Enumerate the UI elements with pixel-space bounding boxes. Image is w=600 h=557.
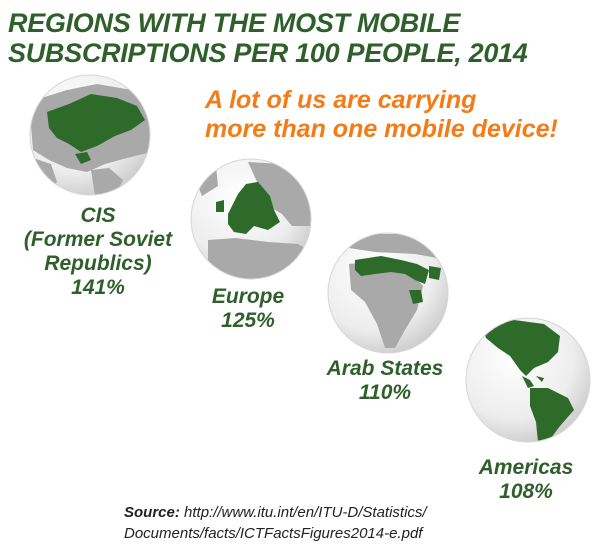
globe-americas-icon xyxy=(464,316,592,444)
source-url-line-1: http://www.itu.int/en/ITU-D/Statistics/ xyxy=(184,504,427,521)
title-line-2: SUBSCRIPTIONS PER 100 PEOPLE, 2014 xyxy=(8,38,528,68)
label-americas-name: Americas xyxy=(478,456,574,479)
label-cis-line-1: CIS xyxy=(80,204,116,227)
tagline-line-1: A lot of us are carrying xyxy=(205,86,477,114)
label-cis: CIS (Former Soviet Republics) 141% xyxy=(18,204,178,300)
source-citation: Source: http://www.itu.int/en/ITU-D/Stat… xyxy=(124,502,594,544)
label-americas: Americas 108% xyxy=(460,456,592,504)
globe-cis-icon xyxy=(27,72,153,198)
label-cis-value: 141% xyxy=(71,276,125,299)
globe-europe-icon xyxy=(188,156,314,282)
source-label: Source: xyxy=(124,504,180,521)
label-arab-states: Arab States 110% xyxy=(310,357,460,405)
tagline: A lot of us are carrying more than one m… xyxy=(205,86,595,144)
tagline-line-2: more than one mobile device! xyxy=(205,115,558,143)
globe-arab-states-icon xyxy=(325,230,451,356)
label-europe-value: 125% xyxy=(221,309,275,332)
label-europe-name: Europe xyxy=(211,285,285,308)
source-url-line-2: Documents/facts/ICTFactsFigures2014-e.pd… xyxy=(124,525,423,542)
label-arab-states-name: Arab States xyxy=(326,357,444,380)
label-cis-line-3: Republics) xyxy=(44,252,152,275)
label-europe: Europe 125% xyxy=(188,285,308,333)
label-arab-states-value: 110% xyxy=(358,381,412,404)
page-title: REGIONS WITH THE MOST MOBILE SUBSCRIPTIO… xyxy=(8,8,598,68)
label-americas-value: 108% xyxy=(499,480,553,503)
title-line-1: REGIONS WITH THE MOST MOBILE xyxy=(8,8,461,38)
label-cis-line-2: (Former Soviet xyxy=(23,228,173,251)
